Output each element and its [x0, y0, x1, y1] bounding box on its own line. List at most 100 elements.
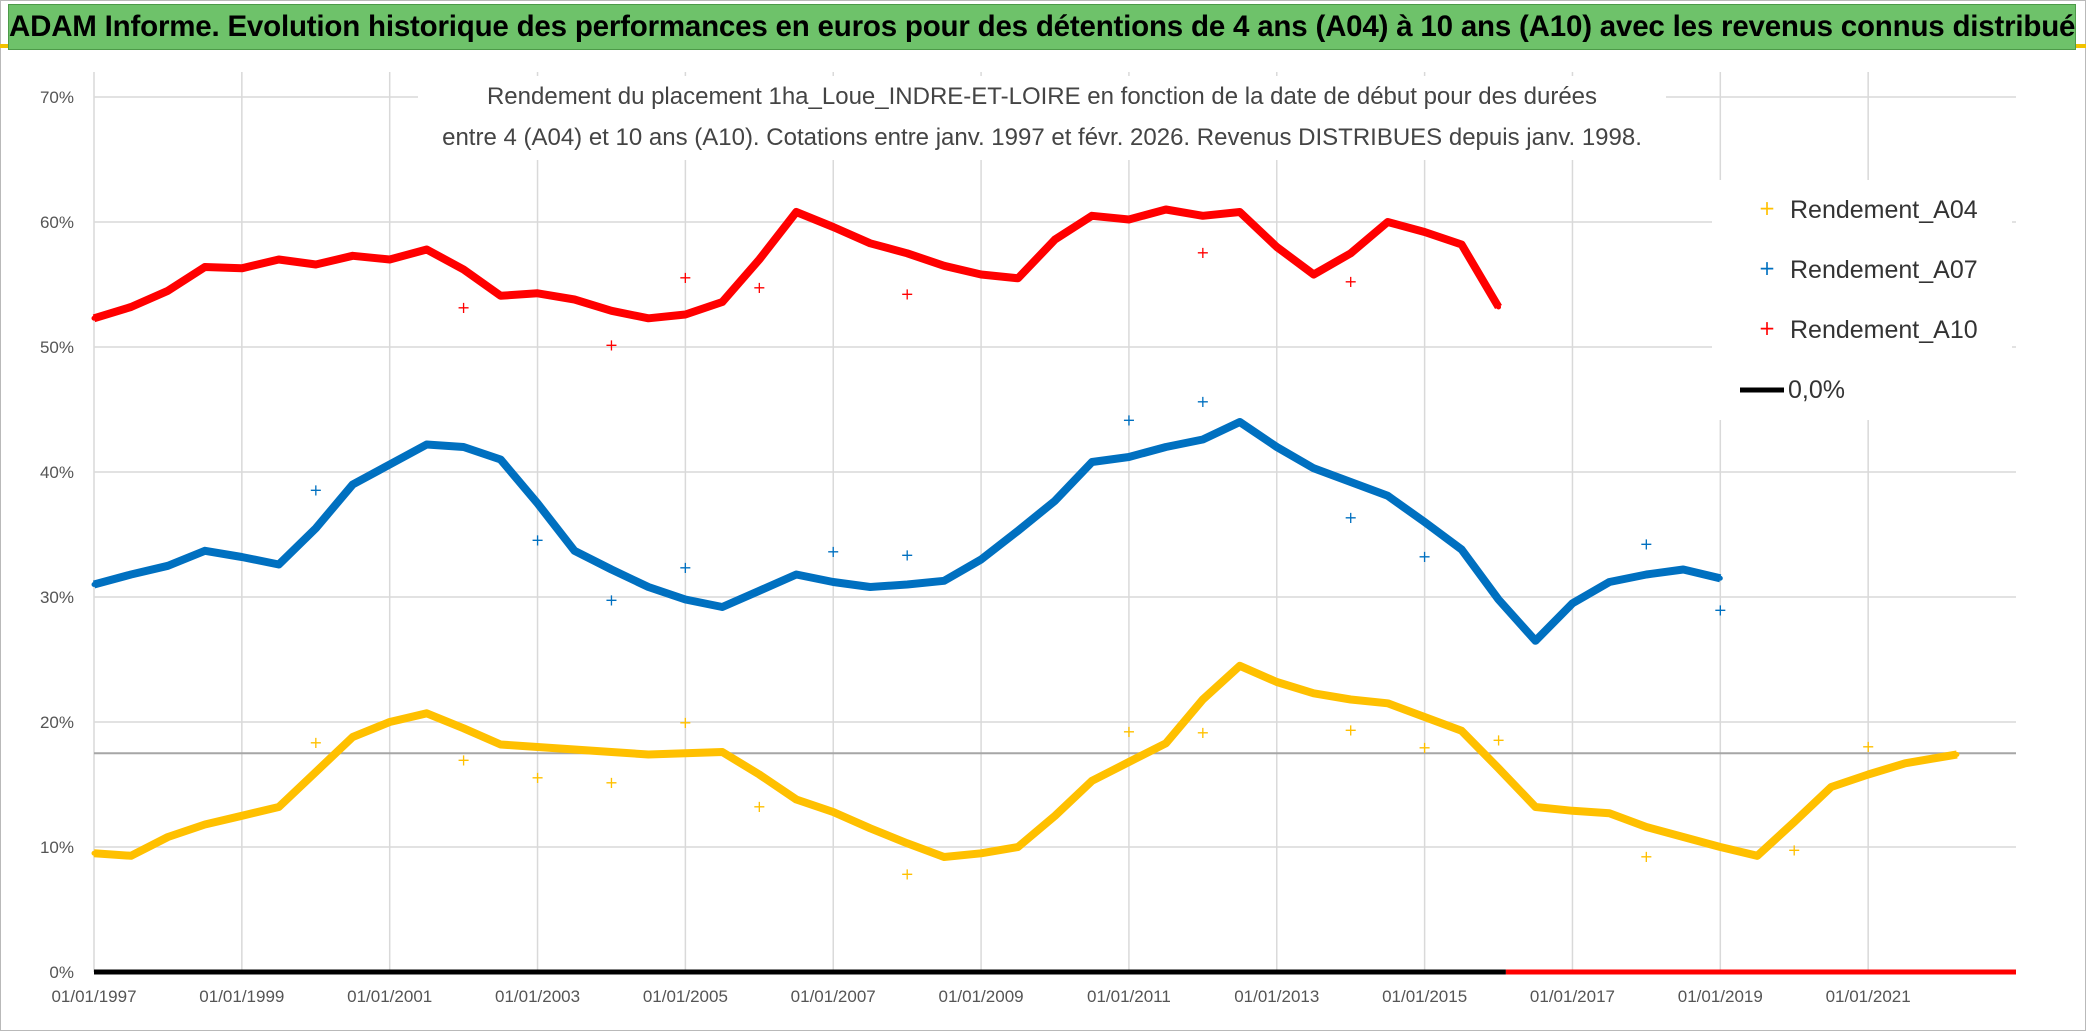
data-point-a10-26 — [1052, 237, 1058, 242]
data-point-a10-1 — [128, 304, 134, 310]
outlier-a04-6: + — [900, 864, 913, 883]
data-point-a07-44 — [1717, 575, 1723, 581]
data-point-a10-19 — [793, 209, 799, 215]
data-point-a04-20 — [830, 809, 836, 815]
data-point-a07-42 — [1643, 572, 1649, 577]
data-point-a04-38 — [1496, 765, 1502, 771]
data-point-a10-23 — [941, 263, 947, 269]
data-point-a07-10 — [461, 444, 467, 450]
data-point-a04-7 — [350, 734, 356, 740]
x-tick-label-2021: 01/01/2021 — [1826, 987, 1911, 1006]
data-point-a04-2 — [165, 834, 171, 840]
data-point-a10-13 — [572, 297, 577, 302]
data-point-a04-42 — [1643, 824, 1649, 830]
data-point-a07-28 — [1126, 454, 1132, 460]
axis-ticks: 0% 10% 20% 30% 40% 50% 60% 70% 01/01/1997 01/01/1… — [40, 88, 1911, 1006]
outlier-a07-5: + — [900, 546, 913, 565]
x-tick-label-1999: 01/01/1999 — [199, 987, 284, 1006]
data-point-a10-28 — [1126, 217, 1132, 222]
data-point-a04-22 — [904, 840, 910, 846]
outlier-a04-0: + — [309, 733, 322, 752]
data-point-a07-21 — [867, 584, 873, 590]
data-point-a04-27 — [1089, 778, 1095, 784]
data-point-a10-30 — [1200, 213, 1206, 219]
data-point-a04-19 — [793, 797, 799, 802]
data-point-a04-17 — [719, 749, 725, 755]
data-point-a07-3 — [202, 548, 208, 554]
corner-marker-right — [2076, 44, 2086, 48]
data-point-a04-12 — [535, 744, 541, 750]
data-point-a10-35 — [1385, 219, 1391, 225]
data-point-a04-3 — [202, 822, 208, 827]
outlier-a10-6: + — [1344, 272, 1357, 291]
data-point-a07-6 — [313, 525, 319, 531]
y-tick-label-10: 10% — [40, 838, 74, 857]
data-point-a04-26 — [1052, 813, 1058, 819]
data-point-a07-1 — [128, 572, 134, 577]
legend-label-zero: 0,0% — [1788, 376, 1845, 404]
outlier-a07-7: + — [1196, 392, 1209, 411]
data-point-a07-18 — [756, 588, 762, 594]
data-point-a07-20 — [830, 579, 836, 585]
outlier-a07-9: + — [1418, 547, 1431, 566]
data-point-a07-33 — [1311, 465, 1317, 471]
data-point-a07-9 — [424, 442, 430, 447]
data-point-a04-35 — [1385, 700, 1391, 706]
data-point-a07-16 — [682, 597, 688, 602]
data-point-a10-37 — [1459, 242, 1465, 247]
outlier-a04-10: + — [1418, 738, 1431, 757]
data-point-a10-14 — [608, 308, 614, 314]
outlier-a04-1: + — [457, 751, 470, 770]
x-tick-label-2011: 01/01/2011 — [1087, 987, 1171, 1006]
data-point-a07-19 — [793, 572, 799, 577]
x-tick-label-2017: 01/01/2017 — [1530, 987, 1615, 1006]
y-tick-label-70: 70% — [40, 88, 74, 107]
data-point-a10-24 — [978, 272, 984, 277]
data-point-a04-46 — [1791, 819, 1797, 825]
data-point-a04-0 — [91, 850, 97, 856]
y-tick-label-40: 40% — [40, 463, 74, 482]
y-tick-label-50: 50% — [40, 338, 74, 357]
data-point-a07-8 — [387, 462, 393, 467]
data-point-a04-32 — [1274, 679, 1280, 685]
data-point-a04-33 — [1311, 690, 1317, 696]
data-point-a07-14 — [608, 567, 614, 572]
data-point-a07-29 — [1163, 444, 1169, 450]
outlier-a07-6: + — [1122, 411, 1135, 430]
data-point-a07-34 — [1348, 479, 1354, 485]
legend-marker-a04: + — [1759, 196, 1776, 220]
data-point-a10-12 — [535, 290, 541, 296]
data-point-a10-18 — [756, 257, 762, 262]
data-point-a07-39 — [1533, 638, 1538, 644]
outlier-a04-4: + — [679, 713, 692, 732]
data-point-a04-14 — [608, 749, 614, 755]
data-point-a04-44 — [1717, 844, 1723, 850]
legend: + Rendement_A04 + Rendement_A07 + Rendem… — [1712, 180, 2012, 420]
data-point-a04-37 — [1459, 728, 1465, 734]
data-point-a07-4 — [239, 554, 245, 560]
outlier-a07-2: + — [605, 591, 618, 610]
subtitle-line-2: entre 4 (A04) et 10 ans (A10). Cotations… — [442, 124, 1642, 151]
x-tick-label-2015: 01/01/2015 — [1382, 987, 1467, 1006]
outlier-a04-13: + — [1788, 841, 1801, 860]
data-point-a10-31 — [1237, 209, 1243, 215]
legend-background — [1712, 180, 2012, 420]
data-point-a04-11 — [498, 742, 504, 747]
outlier-a04-8: + — [1196, 723, 1209, 742]
data-point-a10-0 — [91, 315, 97, 321]
data-point-a07-22 — [904, 582, 910, 587]
data-point-a04-16 — [682, 750, 688, 756]
data-point-a10-15 — [645, 315, 651, 321]
data-point-a07-31 — [1237, 419, 1243, 425]
x-tick-label-2019: 01/01/2019 — [1678, 987, 1763, 1006]
data-point-a10-8 — [387, 257, 393, 262]
data-point-a10-5 — [276, 257, 282, 262]
data-point-a07-40 — [1569, 600, 1575, 606]
x-tick-label-2003: 01/01/2003 — [495, 987, 580, 1006]
outlier-a04-7: + — [1122, 722, 1135, 741]
outlier-a10-1: + — [605, 336, 618, 355]
outlier-a04-9: + — [1344, 721, 1357, 740]
y-tick-label-30: 30% — [40, 588, 74, 607]
legend-marker-a10: + — [1759, 316, 1776, 340]
data-point-a04-30 — [1200, 697, 1206, 702]
